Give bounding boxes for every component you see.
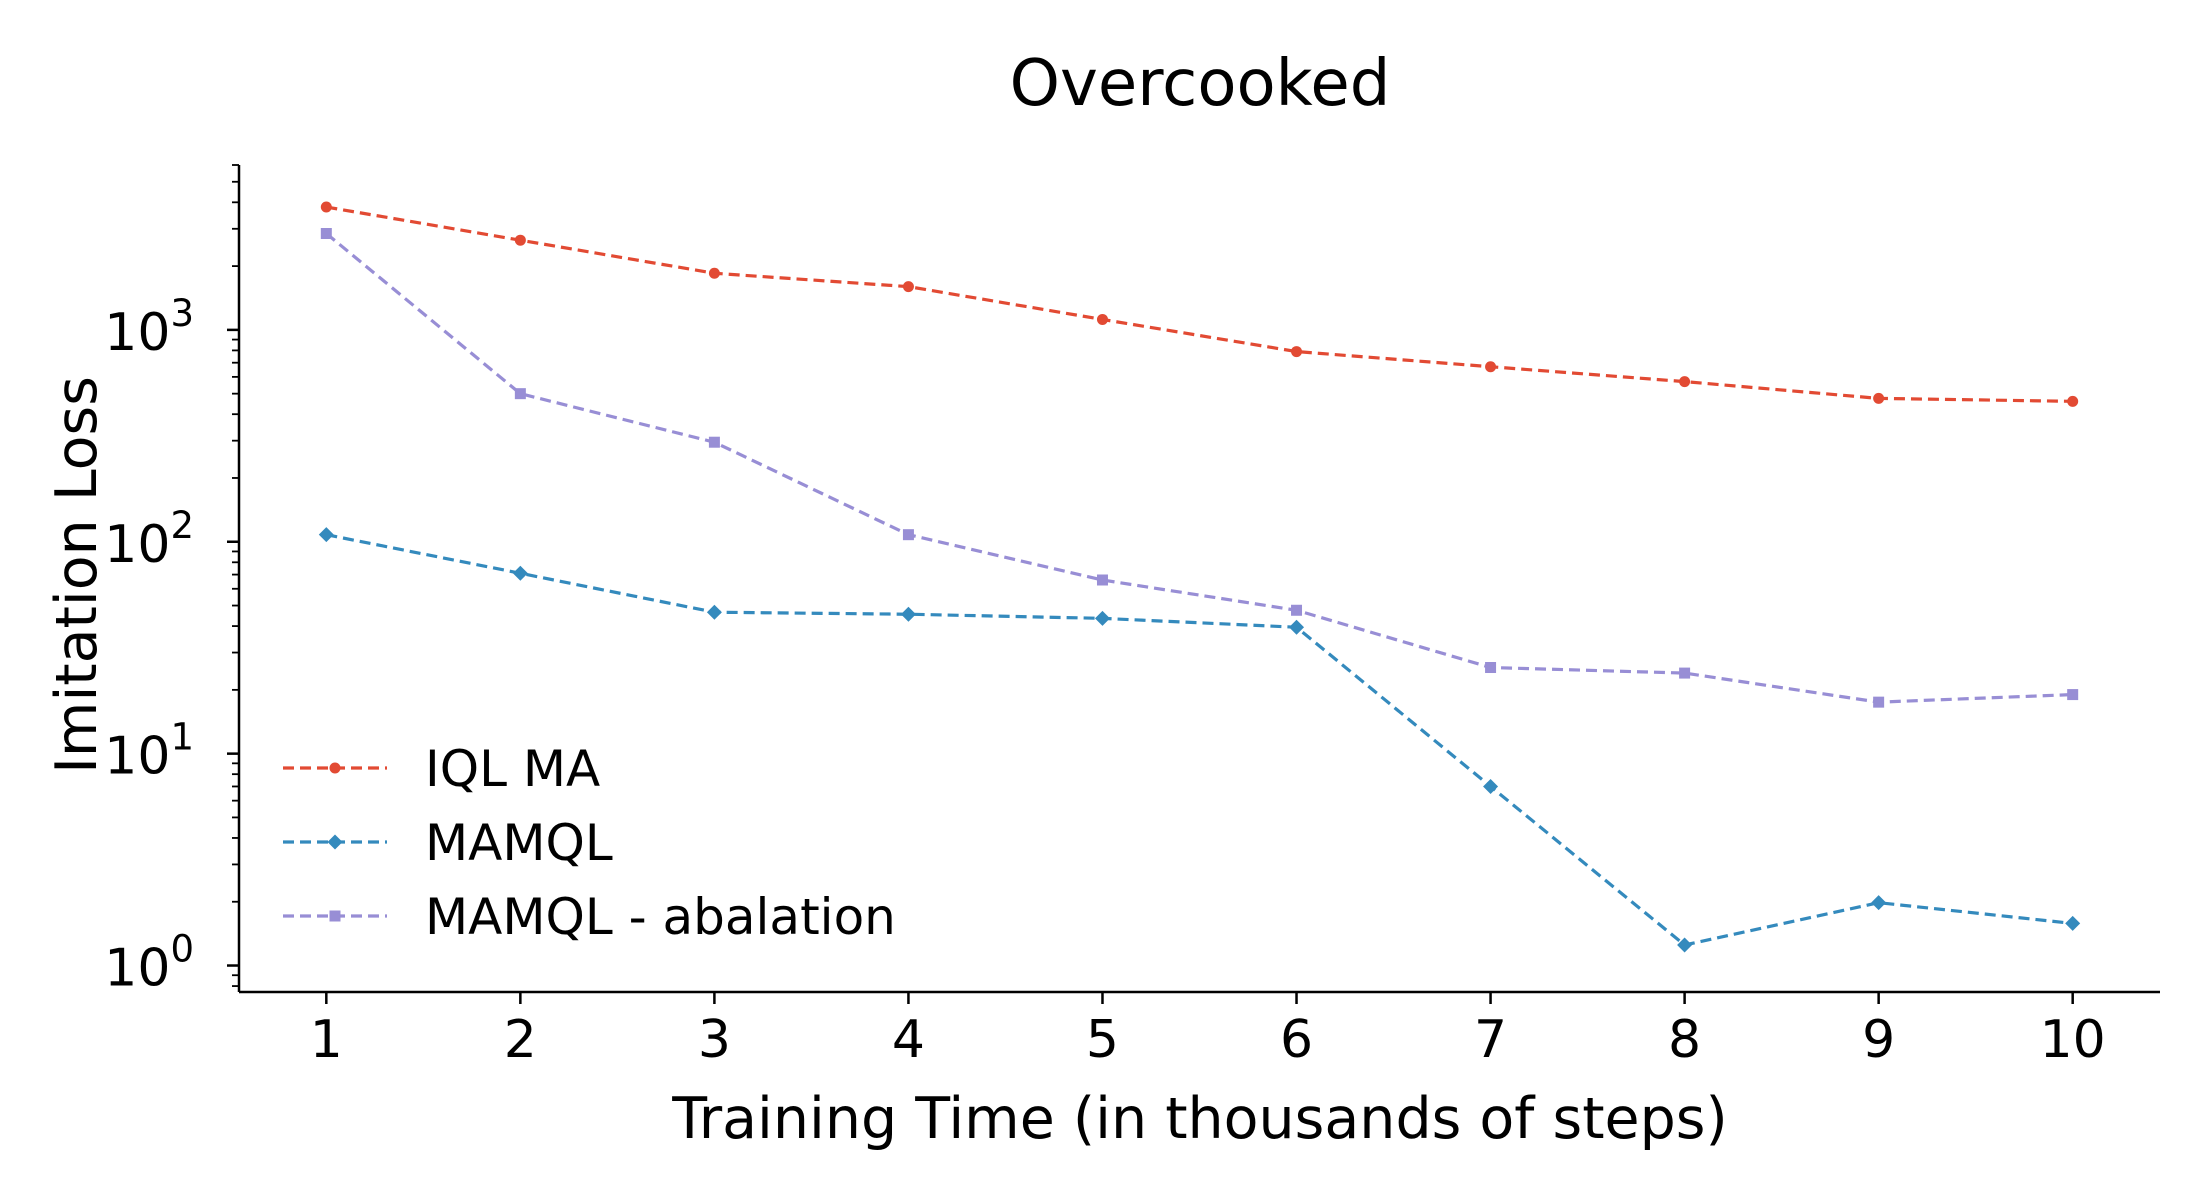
x-tick-label: 6 — [1280, 1010, 1313, 1070]
data-point — [1291, 346, 1303, 358]
series-line — [325, 232, 2073, 704]
x-tick-label: 10 — [2040, 1010, 2106, 1070]
legend-label: IQL MA — [425, 740, 600, 798]
data-point — [320, 201, 332, 213]
data-point — [320, 228, 332, 240]
data-point — [1485, 361, 1497, 373]
data-point — [1871, 895, 1887, 911]
chart-title: Overcooked — [1010, 47, 1391, 121]
data-point — [706, 604, 722, 620]
data-point — [1096, 313, 1108, 325]
legend-item: IQL MA — [283, 740, 600, 798]
data-point — [902, 529, 914, 541]
data-point — [1677, 937, 1693, 953]
series-iql-ma — [320, 201, 2079, 407]
data-point — [1094, 610, 1110, 626]
legend-item: MAMQL - abalation — [283, 888, 896, 946]
x-tick-label: 9 — [1862, 1010, 1895, 1070]
data-point — [514, 388, 526, 400]
data-point — [708, 267, 720, 279]
data-point — [2065, 915, 2081, 931]
series-mamql-abalation — [320, 228, 2079, 708]
y-axis-label: Imitation Loss — [44, 376, 110, 774]
x-axis-label: Training Time (in thousands of steps) — [671, 1086, 1727, 1152]
data-point — [1096, 574, 1108, 586]
data-point — [514, 234, 526, 246]
x-tick-label: 5 — [1086, 1010, 1119, 1070]
x-tick-label: 7 — [1474, 1010, 1507, 1070]
data-point — [1485, 662, 1497, 674]
data-point — [2067, 395, 2079, 407]
data-point — [1289, 619, 1305, 635]
data-point — [329, 762, 341, 774]
series-line — [326, 205, 2073, 403]
x-tick-label: 8 — [1668, 1010, 1701, 1070]
x-tick-label: 1 — [310, 1010, 343, 1070]
data-point — [1483, 778, 1499, 794]
data-point — [327, 834, 343, 850]
data-point — [1873, 696, 1885, 708]
series-layer — [318, 201, 2081, 953]
y-tick-label: 101 — [104, 716, 194, 787]
legend-label: MAMQL - abalation — [425, 888, 896, 946]
data-point — [1291, 604, 1303, 616]
y-ticks: 100 101 102 103 — [104, 164, 239, 999]
data-point — [1873, 392, 1885, 404]
x-tick-label: 4 — [892, 1010, 925, 1070]
data-point — [1679, 376, 1691, 388]
data-point — [708, 436, 720, 448]
x-tick-label: 2 — [504, 1010, 537, 1070]
series-line — [326, 533, 2073, 947]
y-tick-label: 102 — [104, 504, 194, 575]
data-point — [329, 910, 341, 922]
data-point — [318, 527, 334, 543]
series-mamql — [318, 527, 2081, 953]
data-point — [512, 565, 528, 581]
data-point — [902, 281, 914, 293]
data-point — [900, 606, 916, 622]
data-point — [2067, 689, 2079, 701]
legend: IQL MA MAMQL MAMQL - abalation — [283, 740, 896, 946]
x-tick-label: 3 — [698, 1010, 731, 1070]
x-ticks: 1 2 3 4 5 6 7 8 9 10 — [310, 992, 2106, 1070]
y-tick-label: 103 — [104, 292, 194, 363]
legend-label: MAMQL — [425, 814, 613, 872]
legend-item: MAMQL — [283, 814, 613, 872]
y-tick-label: 100 — [104, 928, 194, 999]
data-point — [1679, 667, 1691, 679]
axes — [237, 165, 2160, 994]
